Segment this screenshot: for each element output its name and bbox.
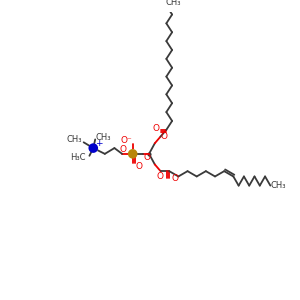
Text: O: O <box>136 162 143 171</box>
Text: N: N <box>89 143 97 153</box>
Text: O: O <box>172 174 178 183</box>
Text: CH₃: CH₃ <box>66 135 82 144</box>
Text: O⁻: O⁻ <box>120 136 132 145</box>
Text: H₃C: H₃C <box>70 153 85 162</box>
Text: CH₃: CH₃ <box>165 0 181 7</box>
Text: CH₃: CH₃ <box>270 181 286 190</box>
Text: +: + <box>95 139 103 148</box>
Text: P: P <box>129 149 136 159</box>
Circle shape <box>88 143 98 153</box>
Text: O: O <box>161 132 168 141</box>
Text: CH₃: CH₃ <box>95 133 111 142</box>
Circle shape <box>128 149 137 159</box>
Text: O: O <box>152 124 159 134</box>
Text: O: O <box>156 172 163 182</box>
Text: O: O <box>144 153 151 162</box>
Text: O: O <box>120 145 127 154</box>
